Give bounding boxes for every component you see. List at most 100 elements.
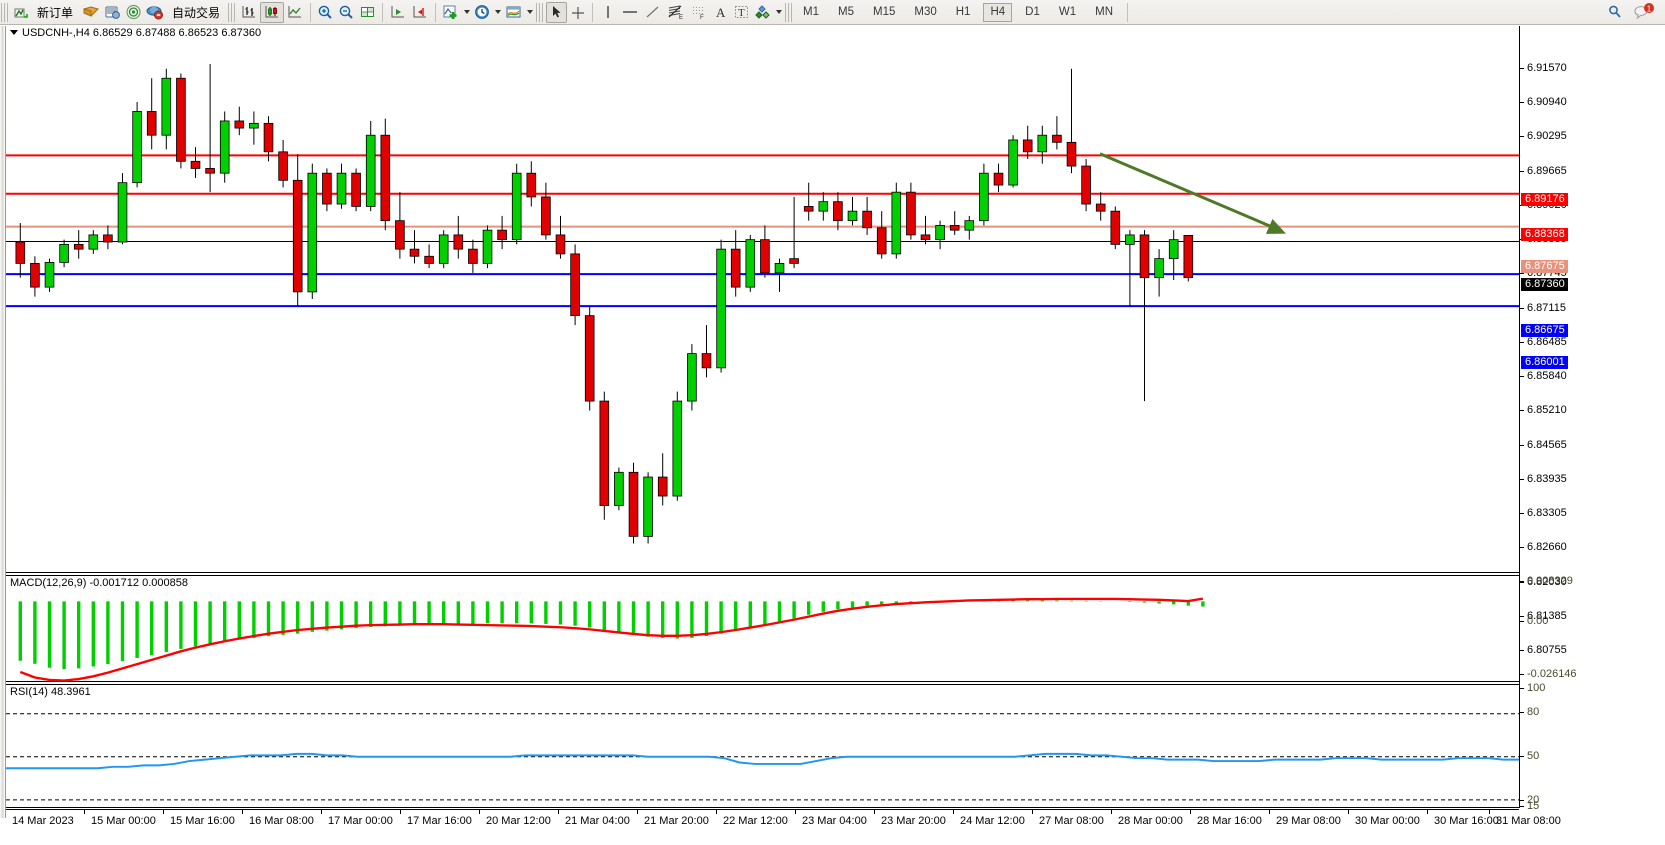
timeframe-h4-button[interactable]: H4	[983, 2, 1013, 22]
time-scale[interactable]: 14 Mar 2023 15 Mar 00:00 15 Mar 16:00 16 Ma…	[6, 809, 1561, 845]
candle	[672, 391, 683, 501]
auto-scroll-button[interactable]	[387, 2, 409, 23]
periodicity-button[interactable]	[472, 2, 503, 23]
candle	[117, 173, 128, 245]
timeframe-m15-button[interactable]: M15	[873, 6, 896, 18]
rsi-plot	[6, 713, 1519, 801]
candle	[701, 325, 712, 378]
timeframe-w1-button[interactable]: W1	[1058, 6, 1077, 18]
toolbar-grip-2[interactable]	[228, 2, 236, 22]
price-tick: 6.83935	[1520, 474, 1567, 485]
macd-label: MACD(12,26,9) -0.001712 0.000858	[10, 577, 188, 589]
timeframe-group: M1 M5 M15 M30 H1 H4 D1 W1 MN	[795, 2, 1119, 22]
candle	[468, 239, 478, 273]
last-price-tag[interactable]: 6.87360	[1521, 278, 1568, 291]
candlestick-chart-button[interactable]	[260, 1, 285, 23]
navigator-button[interactable]	[123, 2, 144, 23]
timeframe-mn-button[interactable]: MN	[1095, 6, 1113, 18]
macd-tick: 0.008329	[1520, 576, 1573, 587]
data-window-button[interactable]	[102, 2, 123, 23]
fibonacci-button[interactable]: E	[664, 2, 688, 23]
timeframe-d1-button[interactable]: D1	[1025, 6, 1040, 18]
price-tick: 6.91570	[1520, 63, 1567, 74]
support-level-2-tag[interactable]: 6.86001	[1521, 356, 1568, 369]
alerts-button[interactable]: 1	[1631, 2, 1657, 23]
shapes-icon	[754, 4, 772, 20]
candle	[278, 139, 288, 188]
chart-shift-button[interactable]	[409, 2, 431, 23]
price-scale[interactable]: 6.915706.909406.902956.896656.890206.883…	[1519, 26, 1665, 812]
indicators-dropdown-caret[interactable]	[464, 10, 471, 14]
toolbar-grip-3[interactable]	[536, 2, 544, 22]
candle	[132, 101, 142, 188]
time-tick: 30 Mar 00:00	[1348, 809, 1420, 827]
candle	[891, 182, 902, 259]
candle	[906, 182, 916, 240]
candle	[614, 467, 624, 511]
periodicity-dropdown-caret[interactable]	[495, 10, 502, 14]
time-tick: 14 Mar 2023	[12, 815, 74, 827]
candle	[1022, 125, 1033, 159]
pivot-level-tag[interactable]: 6.87675	[1521, 260, 1568, 273]
alerts-count-text: 1	[1647, 5, 1652, 14]
zoom-in-button[interactable]	[315, 2, 336, 23]
candle	[1168, 230, 1179, 281]
price-pane[interactable]: USDCNH-,H4 6.86529 6.87488 6.86523 6.873…	[6, 26, 1519, 573]
timeframe-m30-button[interactable]: M30	[914, 6, 937, 18]
candle	[409, 230, 420, 264]
equidistant-channel-button[interactable]: F	[688, 2, 710, 23]
autotrade-icon	[146, 4, 164, 20]
new-order-button[interactable]: 新订单	[11, 2, 80, 23]
autotrading-button[interactable]: 自动交易	[144, 2, 227, 23]
search-button[interactable]	[1604, 2, 1625, 23]
macd-pane[interactable]: MACD(12,26,9) -0.001712 0.000858	[6, 575, 1519, 682]
time-tick: 23 Mar 04:00	[795, 809, 867, 827]
symbol-header[interactable]: USDCNH-,H4 6.86529 6.87488 6.86523 6.873…	[10, 27, 261, 39]
timeframe-m1-button[interactable]: M1	[803, 6, 820, 18]
toolbar-grip-4[interactable]	[785, 2, 793, 22]
rsi-pane[interactable]: RSI(14) 48.3961	[6, 684, 1519, 808]
toolbar-grip-1[interactable]	[1, 2, 8, 22]
candle	[935, 220, 945, 250]
vertical-line-button[interactable]	[597, 2, 618, 23]
candle	[263, 116, 274, 162]
resistance-level-2-tag[interactable]: 6.88368	[1521, 228, 1568, 241]
resistance-level-1-tag[interactable]: 6.89176	[1521, 193, 1568, 206]
candle	[949, 211, 960, 235]
trend-arrow[interactable]	[1099, 152, 1286, 234]
line-chart-button[interactable]	[284, 2, 306, 23]
toolbar-separator-3	[435, 2, 437, 22]
expert-advisors-button[interactable]	[80, 2, 102, 23]
bar-chart-button[interactable]	[238, 2, 260, 23]
templates-button[interactable]	[503, 2, 535, 23]
candle	[555, 215, 566, 259]
time-tick: 17 Mar 16:00	[400, 809, 472, 827]
support-level-1-tag[interactable]: 6.86675	[1521, 324, 1568, 337]
rsi-label: RSI(14) 48.3961	[10, 686, 91, 698]
objects-button[interactable]	[752, 2, 784, 23]
main-toolbar: 新订单	[0, 0, 1665, 25]
horizontal-line-button[interactable]	[618, 2, 642, 23]
templates-dropdown-caret[interactable]	[527, 10, 534, 14]
crosshair-button[interactable]	[567, 2, 588, 23]
timeframe-h1-button[interactable]: H1	[955, 6, 971, 18]
text-button[interactable]: A	[710, 2, 731, 23]
price-tick: 6.90295	[1520, 131, 1567, 142]
text-label-button[interactable]: T	[731, 2, 752, 23]
time-tick: 20 Mar 12:00	[479, 809, 551, 827]
candle	[497, 215, 507, 250]
chart-vertical-scrollbar[interactable]	[0, 26, 6, 818]
candle	[876, 211, 887, 259]
text-icon: A	[714, 4, 728, 20]
cursor-button[interactable]	[546, 1, 568, 23]
timeframe-m5-button[interactable]: M5	[838, 6, 854, 18]
chart-menu-caret-icon[interactable]	[10, 30, 18, 35]
trendline-button[interactable]	[642, 2, 664, 23]
objects-dropdown-caret[interactable]	[776, 10, 783, 14]
indicators-button[interactable]	[440, 2, 472, 23]
tile-windows-button[interactable]	[357, 2, 378, 23]
zoom-out-button[interactable]	[336, 2, 357, 23]
alerts-icon: 1	[1633, 3, 1655, 21]
text-label-icon: T	[733, 4, 750, 20]
folder-icon	[82, 4, 100, 20]
